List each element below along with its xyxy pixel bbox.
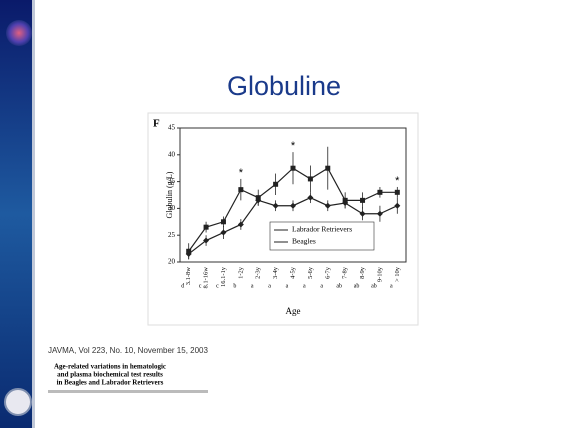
x-tick-label: 5-6y xyxy=(307,266,314,279)
x-tick-label: 6-7y xyxy=(324,266,331,279)
marker xyxy=(204,225,209,230)
x-tick-label: 3-4y xyxy=(272,266,279,279)
group-letter: ab xyxy=(336,283,342,289)
significance-mark: * xyxy=(291,140,296,152)
marker xyxy=(291,166,296,171)
panel-label: F xyxy=(153,118,160,130)
chart-frame xyxy=(148,113,418,325)
author-line xyxy=(48,390,208,393)
marker xyxy=(395,190,400,195)
group-letter: a xyxy=(303,283,306,289)
group-letter: a xyxy=(251,283,254,289)
marker xyxy=(325,166,330,171)
slide: Globuline F Globulin (g/L) Age JAVMA, Vo… xyxy=(0,0,566,428)
slide-title: Globuline xyxy=(227,71,341,101)
x-tick-label: 3.1-8w xyxy=(185,267,192,286)
x-tick-label: 9-10y xyxy=(376,266,383,282)
y-tick-label: 35 xyxy=(168,177,176,185)
group-letter: c xyxy=(216,283,219,289)
group-letter: d xyxy=(181,283,184,289)
citation-article: Age-related variations in hematologic xyxy=(54,363,166,371)
emblem-icon xyxy=(5,389,31,415)
group-letter: c xyxy=(199,283,202,289)
significance-mark: * xyxy=(239,167,244,179)
x-tick-label: 8.1-16w xyxy=(203,267,210,289)
group-letter: b xyxy=(233,283,236,289)
group-letter: a xyxy=(268,283,271,289)
group-letter: a xyxy=(390,283,393,289)
marker xyxy=(343,198,348,203)
group-letter: a xyxy=(320,283,323,289)
marker xyxy=(360,198,365,203)
marker xyxy=(256,195,261,200)
y-tick-label: 30 xyxy=(168,204,176,212)
x-tick-label: 2-3y xyxy=(255,266,262,279)
marker xyxy=(308,176,313,181)
legend-label: Beagles xyxy=(292,237,316,246)
x-axis-label: Age xyxy=(286,306,301,316)
group-letter: ab xyxy=(354,283,360,289)
marker xyxy=(273,182,278,187)
y-tick-label: 40 xyxy=(168,150,176,158)
marker xyxy=(186,249,191,254)
marker xyxy=(238,187,243,192)
x-tick-label: 1-2y xyxy=(237,266,244,279)
x-tick-label: 16.1-1y xyxy=(220,266,227,287)
marker xyxy=(221,219,226,224)
marker xyxy=(377,190,382,195)
x-tick-label: > 10y xyxy=(394,266,401,282)
x-tick-label: 8-9y xyxy=(359,266,366,279)
group-letter: a xyxy=(286,283,289,289)
globe-icon xyxy=(6,20,32,46)
significance-mark: * xyxy=(395,175,400,187)
citation-article: and plasma biochemical test results xyxy=(57,371,163,379)
legend-label: Labrador Retrievers xyxy=(292,225,352,234)
citation-article: in Beagles and Labrador Retrievers xyxy=(57,379,164,387)
group-letter: ab xyxy=(371,283,377,289)
side-bar xyxy=(0,0,32,428)
citation-journal: JAVMA, Vol 223, No. 10, November 15, 200… xyxy=(48,346,208,355)
y-tick-label: 20 xyxy=(168,258,176,266)
y-tick-label: 25 xyxy=(168,231,176,239)
y-tick-label: 45 xyxy=(168,124,176,132)
x-tick-label: 4-5y xyxy=(289,266,296,279)
x-tick-label: 7-8y xyxy=(342,266,349,279)
side-edge xyxy=(32,0,35,428)
